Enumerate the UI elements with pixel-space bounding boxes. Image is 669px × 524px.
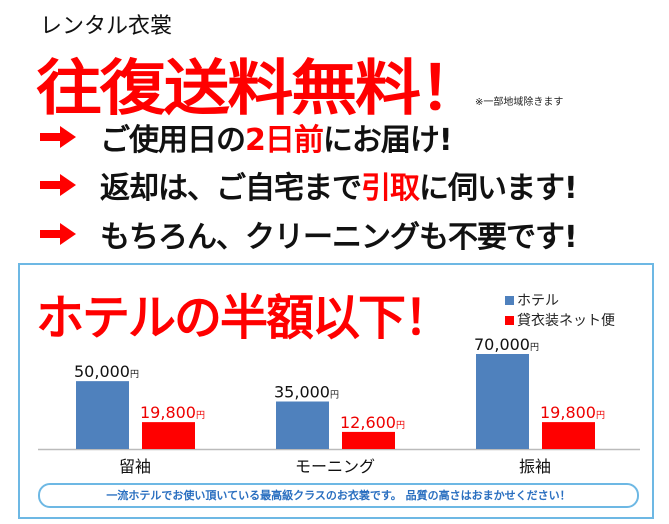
- feature-text-part: 返却は、ご自宅まで: [100, 171, 362, 206]
- feature-text-part: もちろん、クリーニングも不要です!: [100, 220, 578, 255]
- bar-rental: [542, 422, 595, 449]
- legend-item-hotel: ホテル: [505, 290, 559, 310]
- category-label: 振袖: [519, 457, 551, 476]
- region-note: ※一部地域除きます: [475, 97, 564, 108]
- data-label-unit: 円: [530, 342, 539, 353]
- data-label: 19,800円: [140, 403, 205, 422]
- arrow-right-icon: [40, 223, 76, 245]
- data-label: 70,000円: [474, 335, 539, 354]
- bar-hotel: [476, 354, 529, 449]
- data-label-unit: 円: [330, 390, 339, 401]
- data-label-value: 19,800: [140, 403, 196, 422]
- category-label: モーニング: [295, 457, 375, 476]
- legend-item-rental: 貸衣装ネット便: [505, 310, 615, 330]
- arrow-right-icon: [40, 174, 76, 196]
- feature-text-part: にお届け!: [322, 123, 453, 158]
- feature-text-part: ご使用日の: [100, 123, 246, 158]
- legend-swatch-red: [505, 315, 514, 325]
- arrow-right-icon: [40, 126, 76, 148]
- bar-hotel: [76, 381, 129, 449]
- bar-hotel: [276, 401, 329, 449]
- headline: 往復送料無料！: [36, 54, 485, 124]
- data-label: 12,600円: [340, 413, 405, 432]
- data-label-value: 70,000: [474, 335, 530, 354]
- highlight-text: 引取: [361, 171, 420, 206]
- subtitle: レンタル衣裳: [40, 14, 173, 39]
- highlight-text: 2日前: [245, 123, 324, 158]
- data-label-unit: 円: [130, 369, 139, 380]
- category-label: 留袖: [119, 457, 151, 476]
- footer-message: 一流ホテルでお使い頂いている最高級クラスのお衣裳です。 品質の高さはおまかせくだ…: [38, 483, 639, 508]
- data-label-value: 12,600: [340, 413, 396, 432]
- data-label-unit: 円: [196, 410, 205, 421]
- feature-text: ご使用日の2日前にお届け!: [100, 115, 453, 159]
- legend-label: 貸衣装ネット便: [517, 313, 615, 329]
- data-label-value: 19,800: [540, 403, 596, 422]
- data-label-unit: 円: [396, 420, 405, 431]
- feature-row: もちろん、クリーニングも不要です!: [40, 212, 578, 256]
- legend-label: ホテル: [517, 293, 559, 309]
- feature-row: ご使用日の2日前にお届け!: [40, 115, 453, 159]
- feature-text-part: に伺います!: [419, 171, 578, 206]
- data-label: 35,000円: [274, 383, 339, 402]
- feature-row: 返却は、ご自宅まで引取に伺います!: [40, 163, 578, 207]
- chart-title: ホテルの半額以下！: [36, 290, 452, 346]
- comparison-panel: [18, 263, 654, 519]
- feature-text: 返却は、ご自宅まで引取に伺います!: [100, 163, 578, 207]
- bar-rental: [342, 431, 395, 449]
- data-label: 50,000円: [74, 362, 139, 381]
- legend-swatch-blue: [505, 295, 514, 305]
- bar-rental: [142, 422, 195, 449]
- feature-text: もちろん、クリーニングも不要です!: [100, 212, 578, 256]
- data-label-value: 35,000: [274, 383, 330, 402]
- data-label-unit: 円: [596, 410, 605, 421]
- data-label: 19,800円: [540, 403, 605, 422]
- data-label-value: 50,000: [74, 362, 130, 381]
